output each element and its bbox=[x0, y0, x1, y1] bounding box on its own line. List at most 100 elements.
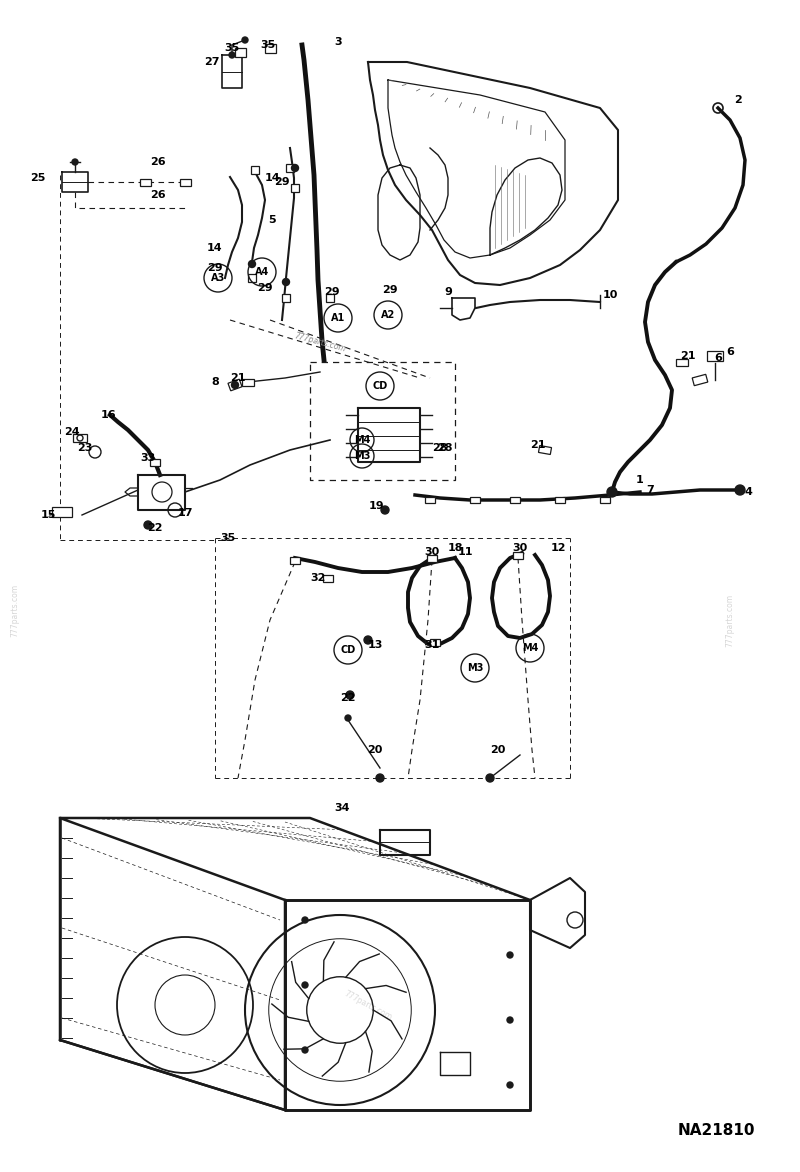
Text: 35: 35 bbox=[260, 40, 276, 50]
Text: 777parts.com: 777parts.com bbox=[10, 584, 19, 636]
Circle shape bbox=[381, 506, 389, 515]
Bar bbox=[470, 497, 480, 503]
Text: 34: 34 bbox=[334, 803, 350, 813]
Text: 4: 4 bbox=[744, 488, 752, 497]
Bar bbox=[692, 374, 708, 386]
Text: CD: CD bbox=[340, 645, 356, 655]
Bar bbox=[326, 294, 334, 302]
Text: 29: 29 bbox=[382, 285, 398, 295]
Bar bbox=[513, 552, 523, 559]
Bar bbox=[290, 557, 300, 564]
Text: 32: 32 bbox=[310, 573, 326, 582]
Bar bbox=[600, 497, 610, 503]
Bar bbox=[286, 164, 294, 172]
Circle shape bbox=[242, 38, 248, 43]
Text: 18: 18 bbox=[447, 543, 462, 553]
Text: 777parts.com: 777parts.com bbox=[294, 331, 346, 353]
Text: 7: 7 bbox=[646, 485, 654, 495]
Bar bbox=[538, 445, 551, 455]
Text: 1: 1 bbox=[636, 475, 644, 485]
Text: 20: 20 bbox=[490, 745, 506, 755]
Text: 9: 9 bbox=[444, 287, 452, 297]
Circle shape bbox=[72, 159, 78, 165]
Circle shape bbox=[346, 691, 354, 699]
Text: 28: 28 bbox=[438, 443, 453, 454]
Text: 30: 30 bbox=[424, 547, 440, 557]
Text: 19: 19 bbox=[368, 500, 384, 511]
Circle shape bbox=[231, 382, 238, 388]
Bar bbox=[265, 43, 275, 53]
Circle shape bbox=[507, 1082, 513, 1088]
Text: CD: CD bbox=[372, 381, 388, 391]
Text: 35: 35 bbox=[220, 533, 236, 543]
Bar bbox=[242, 379, 254, 386]
Bar bbox=[291, 184, 299, 192]
Circle shape bbox=[507, 952, 513, 958]
Text: 14: 14 bbox=[264, 173, 280, 183]
Circle shape bbox=[144, 522, 152, 529]
Text: A3: A3 bbox=[211, 273, 225, 282]
Text: 5: 5 bbox=[268, 214, 276, 225]
Text: 17: 17 bbox=[178, 507, 193, 518]
Text: 22: 22 bbox=[147, 523, 162, 533]
Text: A1: A1 bbox=[331, 313, 345, 323]
Text: 16: 16 bbox=[100, 410, 116, 420]
Text: 13: 13 bbox=[367, 640, 382, 650]
Circle shape bbox=[486, 774, 494, 782]
Bar bbox=[430, 639, 440, 646]
Text: 6: 6 bbox=[726, 347, 734, 357]
Text: 3: 3 bbox=[334, 38, 342, 47]
Circle shape bbox=[345, 715, 351, 721]
Circle shape bbox=[229, 52, 235, 57]
Bar bbox=[323, 574, 333, 581]
Text: 11: 11 bbox=[458, 547, 473, 557]
Bar bbox=[52, 507, 72, 517]
Text: A2: A2 bbox=[381, 311, 395, 320]
Bar bbox=[150, 458, 160, 465]
Circle shape bbox=[249, 260, 255, 267]
Text: 22: 22 bbox=[340, 693, 356, 703]
Text: 2: 2 bbox=[734, 95, 742, 105]
Bar bbox=[73, 434, 87, 442]
Circle shape bbox=[302, 1047, 308, 1052]
Text: 21: 21 bbox=[530, 440, 546, 450]
Text: 10: 10 bbox=[602, 289, 618, 300]
Bar bbox=[707, 350, 723, 361]
Text: 26: 26 bbox=[150, 190, 166, 200]
Text: A4: A4 bbox=[255, 267, 269, 277]
Text: 31: 31 bbox=[424, 640, 440, 650]
Text: M4: M4 bbox=[354, 435, 370, 445]
Text: 28: 28 bbox=[432, 443, 447, 454]
Bar bbox=[251, 166, 259, 173]
Text: 23: 23 bbox=[78, 443, 93, 454]
Text: 21: 21 bbox=[230, 373, 246, 383]
Circle shape bbox=[376, 774, 384, 782]
Bar bbox=[427, 554, 437, 561]
Text: M3: M3 bbox=[467, 663, 483, 673]
Text: 29: 29 bbox=[257, 282, 273, 293]
Bar bbox=[676, 359, 688, 366]
Circle shape bbox=[507, 1017, 513, 1023]
Text: 8: 8 bbox=[211, 377, 219, 387]
Text: 33: 33 bbox=[140, 454, 156, 463]
Text: 777parts.com: 777parts.com bbox=[342, 988, 394, 1022]
Text: 15: 15 bbox=[40, 510, 56, 520]
Text: 35: 35 bbox=[224, 43, 240, 53]
Text: 14: 14 bbox=[207, 243, 223, 253]
Text: 30: 30 bbox=[512, 543, 528, 553]
Circle shape bbox=[735, 485, 745, 495]
Bar bbox=[228, 380, 242, 390]
Bar bbox=[555, 497, 565, 503]
Text: 25: 25 bbox=[30, 173, 46, 183]
Text: NA21810: NA21810 bbox=[678, 1123, 755, 1138]
Circle shape bbox=[364, 636, 372, 643]
Text: M4: M4 bbox=[522, 643, 538, 653]
Text: 29: 29 bbox=[324, 287, 340, 297]
Bar bbox=[234, 48, 246, 56]
Bar bbox=[248, 274, 256, 282]
Text: 21: 21 bbox=[680, 350, 696, 361]
Circle shape bbox=[282, 279, 290, 286]
Circle shape bbox=[291, 164, 298, 171]
Bar bbox=[282, 294, 290, 302]
Text: 12: 12 bbox=[550, 543, 566, 553]
